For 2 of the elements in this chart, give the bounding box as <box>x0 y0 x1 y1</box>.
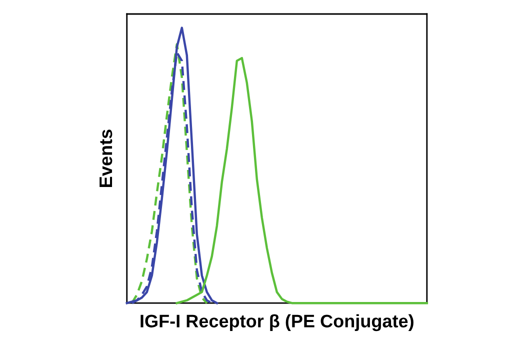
y-axis-title: Events <box>100 130 112 187</box>
x-axis-title: IGF-I Receptor β (PE Conjugate) <box>140 314 414 332</box>
